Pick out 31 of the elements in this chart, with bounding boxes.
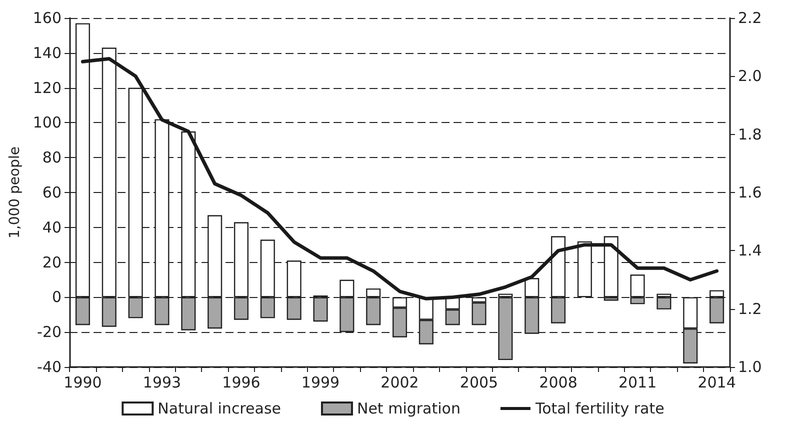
y2-tick-label: 2.2 — [738, 9, 762, 27]
y2-tick-label: 1.2 — [738, 300, 762, 318]
y-tick-label: -20 — [37, 323, 62, 342]
legend-label: Natural increase — [158, 400, 281, 418]
x-tick-label: 2002 — [380, 374, 419, 392]
y-axis-title: 1,000 people — [7, 146, 23, 238]
y2-tick-label: 2.0 — [738, 67, 762, 86]
y-tick-label: 120 — [32, 78, 62, 97]
y-tick-label: 100 — [32, 114, 62, 132]
x-tick-label: 1993 — [142, 374, 182, 392]
y-tick-label: 40 — [42, 218, 62, 236]
y2-tick-label: 1.4 — [738, 242, 762, 260]
legend-label: Total fertility rate — [534, 400, 664, 418]
y2-tick-label: 1.6 — [738, 184, 762, 202]
x-tick-label: 2008 — [539, 374, 578, 392]
x-tick-label: 1990 — [64, 374, 102, 392]
y-tick-label: 160 — [32, 9, 62, 27]
y-tick-label: 0 — [52, 288, 62, 306]
y2-tick-label: 1.0 — [738, 358, 762, 376]
x-tick-label: 2005 — [460, 374, 498, 392]
y-tick-label: 80 — [42, 148, 62, 167]
x-tick-label: 2011 — [618, 374, 657, 392]
y-tick-label: 140 — [32, 44, 62, 62]
x-tick-label: 1996 — [222, 374, 260, 392]
y-tick-label: 20 — [42, 253, 62, 272]
legend-label: Net migration — [356, 400, 460, 418]
x-tick-label: 1999 — [301, 374, 340, 392]
y-tick-label: 60 — [42, 184, 62, 202]
y-tick-label: -40 — [37, 358, 62, 376]
x-tick-label: 2014 — [698, 374, 736, 392]
y2-tick-label: 1.8 — [738, 125, 762, 144]
